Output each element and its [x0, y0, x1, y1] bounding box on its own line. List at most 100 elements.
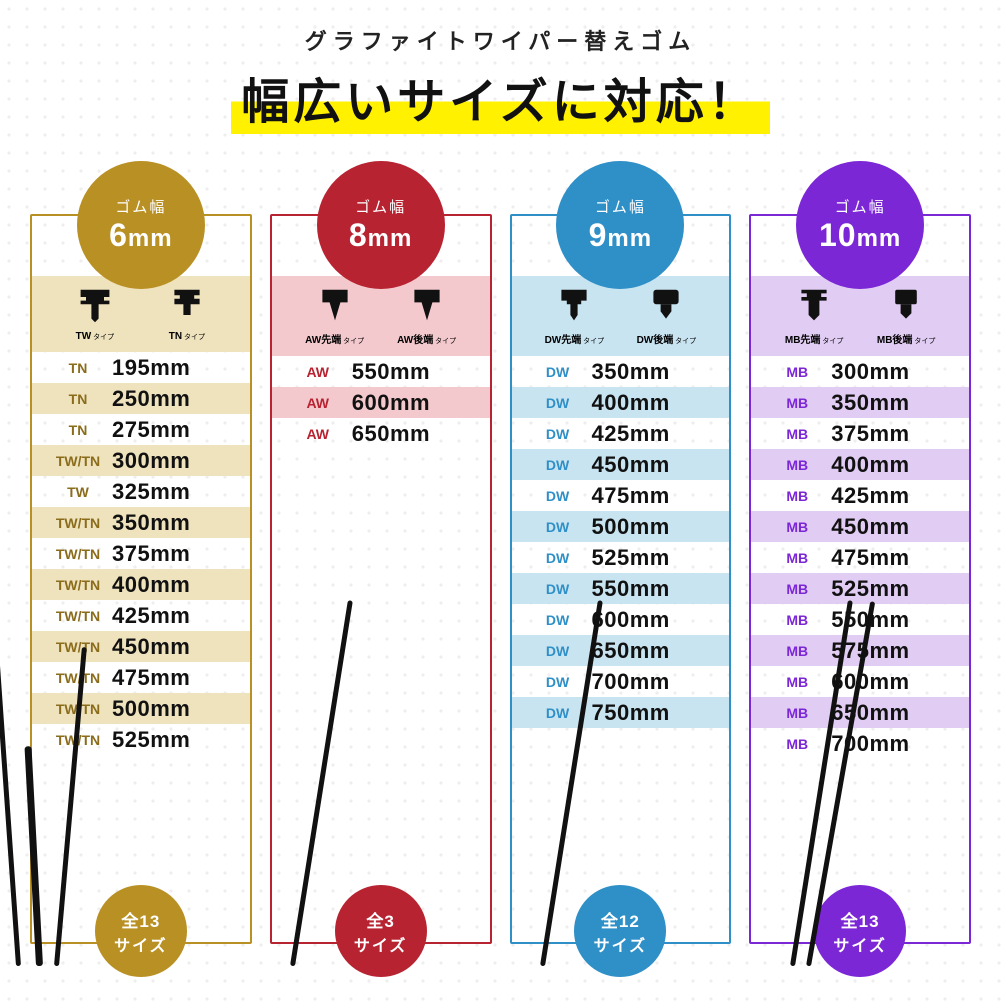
size-row: DW 650mm: [512, 635, 730, 666]
profile-left-label: DW先端 タイプ: [543, 331, 605, 346]
row-size: 750mm: [592, 700, 718, 726]
row-code: DW: [524, 550, 592, 566]
size-rows: MB 300mmMB 350mmMB 375mmMB 400mmMB 425mm…: [751, 356, 969, 759]
profile-left: DW先端 タイプ: [543, 288, 605, 346]
row-size: 400mm: [831, 452, 957, 478]
width-badge: ゴム幅 9mm: [556, 161, 684, 289]
profile-right-label: DW後端 タイプ: [635, 331, 697, 346]
row-code: MB: [763, 612, 831, 628]
size-row: MB 650mm: [751, 697, 969, 728]
size-row: TW/TN 500mm: [32, 693, 250, 724]
row-code: TW/TN: [44, 515, 112, 531]
row-size: 475mm: [592, 483, 718, 509]
profile-icon: [167, 288, 207, 324]
size-row: MB 400mm: [751, 449, 969, 480]
profile-right: AW後端 タイプ: [396, 288, 458, 346]
row-code: DW: [524, 612, 592, 628]
width-badge: ゴム幅 8mm: [317, 161, 445, 289]
size-rows: AW 550mmAW 600mm AW 650mm: [272, 356, 490, 449]
row-size: 650mm: [352, 421, 478, 447]
profile-right-label: MB後端 タイプ: [875, 331, 937, 346]
profile-left: TW タイプ: [64, 288, 126, 342]
row-code: DW: [524, 364, 592, 380]
row-size: 300mm: [831, 359, 957, 385]
row-code: DW: [524, 395, 592, 411]
row-size: 650mm: [592, 638, 718, 664]
size-row: DW 350mm: [512, 356, 730, 387]
count-unit: サイズ: [594, 932, 648, 956]
row-size: 425mm: [831, 483, 957, 509]
size-row: DW 600mm: [512, 604, 730, 635]
row-code: DW: [524, 674, 592, 690]
row-size: 525mm: [831, 576, 957, 602]
size-rows: DW 350mmDW 400mmDW 425mmDW 450mmDW 475mm…: [512, 356, 730, 728]
row-code: DW: [524, 488, 592, 504]
count-value: 全13: [121, 907, 160, 932]
row-code: MB: [763, 550, 831, 566]
size-rows: TN 195mmTN 250mmTN 275mmTW/TN 300mmTW 32…: [32, 352, 250, 755]
row-size: 450mm: [592, 452, 718, 478]
row-size: 350mm: [592, 359, 718, 385]
profile-right: DW後端 タイプ: [635, 288, 697, 346]
size-row: AW 550mm: [272, 356, 490, 387]
profile-right-label: TN タイプ: [156, 331, 218, 342]
width-label: ゴム幅: [595, 196, 646, 217]
row-size: 600mm: [592, 607, 718, 633]
size-row: MB 525mm: [751, 573, 969, 604]
size-row: AW 600mm: [272, 387, 490, 418]
row-size: 375mm: [831, 421, 957, 447]
width-badge: ゴム幅 6mm: [77, 161, 205, 289]
count-badge: 全3 サイズ: [335, 885, 427, 977]
size-row: TN 250mm: [32, 383, 250, 414]
row-size: 500mm: [112, 696, 238, 722]
count-unit: サイズ: [833, 932, 887, 956]
width-badge: ゴム幅 10mm: [796, 161, 924, 289]
profile-icon: [407, 288, 447, 324]
size-row: TN 195mm: [32, 352, 250, 383]
row-size: 300mm: [112, 448, 238, 474]
width-value: 8mm: [349, 217, 412, 254]
profile-icon: [315, 288, 355, 324]
row-code: TW: [44, 484, 112, 500]
size-column: ゴム幅 9mm DW先端 タイプ DW後端 タイプ DW 350mmDW 400…: [510, 214, 732, 944]
size-row: MB 450mm: [751, 511, 969, 542]
size-row: DW 750mm: [512, 697, 730, 728]
columns: ゴム幅 6mm TW タイプ TN タイプ TN 195mmTN 250mm TN…: [0, 134, 1001, 944]
profile-icon: [794, 288, 834, 324]
count-badge: 全12 サイズ: [574, 885, 666, 977]
size-column: ゴム幅 6mm TW タイプ TN タイプ TN 195mmTN 250mmTN…: [30, 214, 252, 944]
row-size: 550mm: [352, 359, 478, 385]
size-row: DW 700mm: [512, 666, 730, 697]
row-size: 350mm: [831, 390, 957, 416]
header: グラファイトワイパー替えゴム 幅広いサイズに対応！: [0, 0, 1001, 134]
size-row: DW 550mm: [512, 573, 730, 604]
count-unit: サイズ: [354, 932, 408, 956]
row-size: 450mm: [831, 514, 957, 540]
subtitle: グラファイトワイパー替えゴム: [0, 24, 1001, 56]
size-row: DW 400mm: [512, 387, 730, 418]
size-row: TW/TN 450mm: [32, 631, 250, 662]
row-size: 600mm: [352, 390, 478, 416]
size-row: TW/TN 300mm: [32, 445, 250, 476]
size-row: TW/TN 525mm: [32, 724, 250, 755]
row-size: 400mm: [592, 390, 718, 416]
size-row: MB 350mm: [751, 387, 969, 418]
row-code: MB: [763, 519, 831, 535]
row-code: DW: [524, 643, 592, 659]
size-row: DW 450mm: [512, 449, 730, 480]
row-size: 525mm: [112, 727, 238, 753]
profile-right-label: AW後端 タイプ: [396, 331, 458, 346]
size-row: MB 375mm: [751, 418, 969, 449]
row-code: MB: [763, 457, 831, 473]
row-code: MB: [763, 674, 831, 690]
row-code: MB: [763, 364, 831, 380]
count-badge: 全13 サイズ: [814, 885, 906, 977]
size-row: TW/TN 350mm: [32, 507, 250, 538]
row-size: 475mm: [112, 665, 238, 691]
size-row: DW 525mm: [512, 542, 730, 573]
row-size: 475mm: [831, 545, 957, 571]
profile-left: MB先端 タイプ: [783, 288, 845, 346]
row-size: 325mm: [112, 479, 238, 505]
row-code: TN: [44, 360, 112, 376]
row-code: AW: [284, 364, 352, 380]
